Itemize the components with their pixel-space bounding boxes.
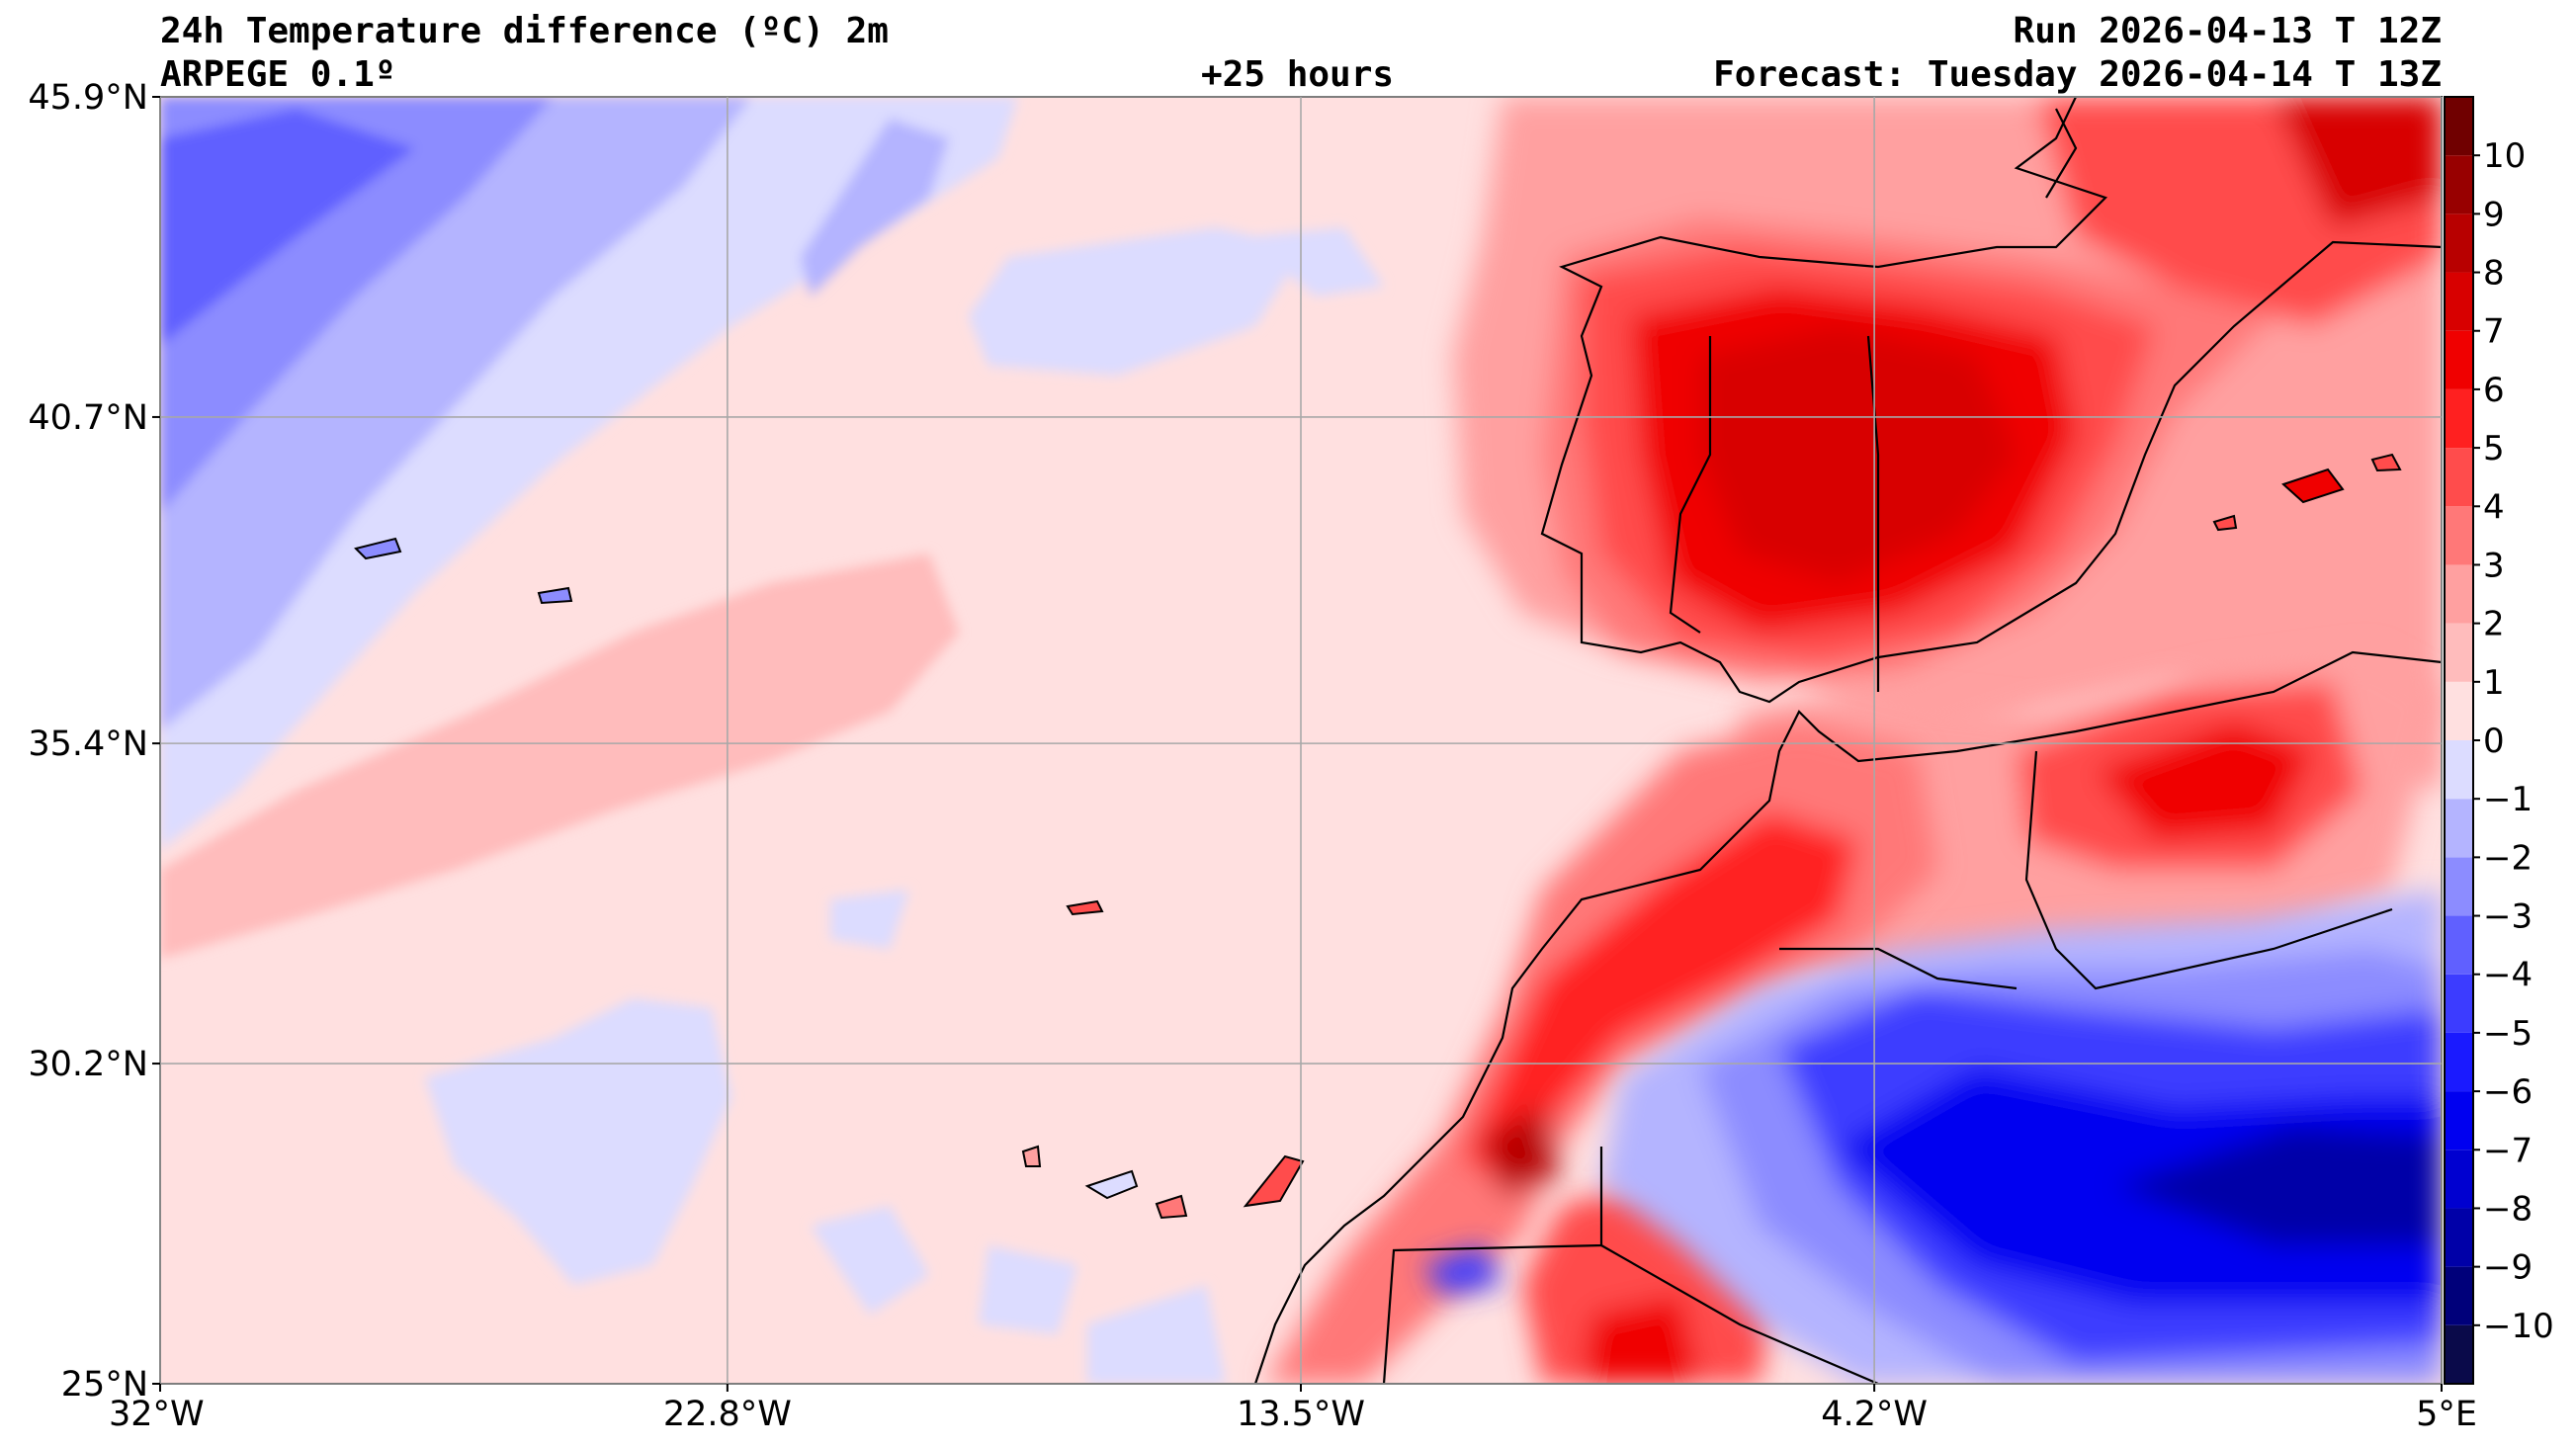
colorbar-swatch bbox=[2445, 1266, 2473, 1325]
map-axes: 32°W 22.8°W 13.5°W 4.2°W 5°E 45.9°N 40.7°N 35.4… bbox=[28, 78, 2477, 1434]
colorbar-swatch bbox=[2445, 272, 2473, 331]
atlantic-cold-band bbox=[160, 97, 1384, 850]
colorbar-label: 2 bbox=[2483, 605, 2505, 644]
colorbar-swatch bbox=[2445, 388, 2473, 449]
colorbar-swatch bbox=[2445, 1032, 2473, 1092]
morocco-warm bbox=[1265, 722, 1937, 1384]
colorbar-label: 7 bbox=[2483, 312, 2505, 352]
colorbar-label: 0 bbox=[2483, 722, 2505, 761]
colorbar-label: 5 bbox=[2483, 429, 2505, 468]
lat-tick-label: 45.9°N bbox=[28, 78, 148, 118]
colorbar-label: 8 bbox=[2483, 254, 2505, 294]
colorbar-swatch bbox=[2445, 1091, 2473, 1150]
colorbar-swatch bbox=[2445, 857, 2473, 916]
colorbar-swatch bbox=[2445, 213, 2473, 273]
lat-tick-label: 35.4°N bbox=[28, 724, 148, 764]
colorbar-swatch bbox=[2445, 330, 2473, 389]
colorbar-label: −7 bbox=[2483, 1131, 2533, 1170]
islands bbox=[354, 453, 2402, 1220]
colorbar-label: −8 bbox=[2483, 1189, 2533, 1229]
lon-tick-label: 5°E bbox=[2416, 1395, 2477, 1434]
colorbar-swatch bbox=[2445, 915, 2473, 975]
coastlines bbox=[1253, 97, 2442, 1384]
chart-title: 24h Temperature difference (ºC) 2m bbox=[160, 11, 889, 51]
colorbar-swatch bbox=[2445, 623, 2473, 682]
colorbar-label: 1 bbox=[2483, 663, 2505, 703]
colorbar-swatch bbox=[2445, 681, 2473, 740]
colorbar-swatch bbox=[2445, 1150, 2473, 1209]
iberia-warm-core bbox=[1453, 97, 2442, 791]
colorbar-swatch bbox=[2445, 740, 2473, 800]
colorbar-label: −2 bbox=[2483, 838, 2533, 878]
lat-tick-label: 30.2°N bbox=[28, 1045, 148, 1084]
colorbar-label: −3 bbox=[2483, 897, 2533, 937]
lead-time-label: +25 hours bbox=[1201, 54, 1395, 95]
colorbar-swatch bbox=[2445, 799, 2473, 858]
colorbar-label: 3 bbox=[2483, 546, 2505, 585]
colorbar-swatch bbox=[2445, 1324, 2473, 1384]
run-label: Run 2026-04-13 T 12Z bbox=[2013, 11, 2442, 51]
lon-tick-label: 32°W bbox=[109, 1395, 205, 1434]
colorbar-label: −9 bbox=[2483, 1248, 2533, 1288]
colorbar-label: −10 bbox=[2483, 1307, 2554, 1346]
colorbar-label: 6 bbox=[2483, 371, 2505, 410]
colorbar-label: −5 bbox=[2483, 1014, 2533, 1054]
colorbar-swatch bbox=[2445, 97, 2473, 156]
lon-tick-label: 22.8°W bbox=[663, 1395, 792, 1434]
colorbar-swatch bbox=[2445, 564, 2473, 624]
colorbar-swatch bbox=[2445, 155, 2473, 214]
colorbar-label: 10 bbox=[2483, 136, 2526, 176]
forecast-label: Forecast: Tuesday 2026-04-14 T 13Z bbox=[1713, 54, 2442, 95]
colorbar-label: −6 bbox=[2483, 1072, 2533, 1112]
colorbar-swatch bbox=[2445, 506, 2473, 565]
north-africa-warm bbox=[1740, 652, 2442, 988]
lon-tick-label: 4.2°W bbox=[1821, 1395, 1928, 1434]
colorbar-swatch bbox=[2445, 448, 2473, 507]
colorbar-swatch bbox=[2445, 1208, 2473, 1267]
southwest-cool-patches bbox=[425, 890, 1226, 1384]
sahara-cold-core bbox=[1423, 890, 2442, 1384]
colorbar-swatch bbox=[2445, 974, 2473, 1033]
model-label: ARPEGE 0.1º bbox=[160, 54, 396, 95]
lat-tick-label: 40.7°N bbox=[28, 398, 148, 438]
lon-tick-label: 13.5°W bbox=[1237, 1395, 1365, 1434]
colorbar-label: 4 bbox=[2483, 487, 2505, 527]
colorbar-label: −1 bbox=[2483, 780, 2533, 819]
colorbar-label: −4 bbox=[2483, 956, 2533, 995]
lat-tick-label: 25°N bbox=[61, 1365, 148, 1405]
colorbar-label: 9 bbox=[2483, 195, 2505, 234]
atlantic-warm-band bbox=[160, 554, 959, 959]
